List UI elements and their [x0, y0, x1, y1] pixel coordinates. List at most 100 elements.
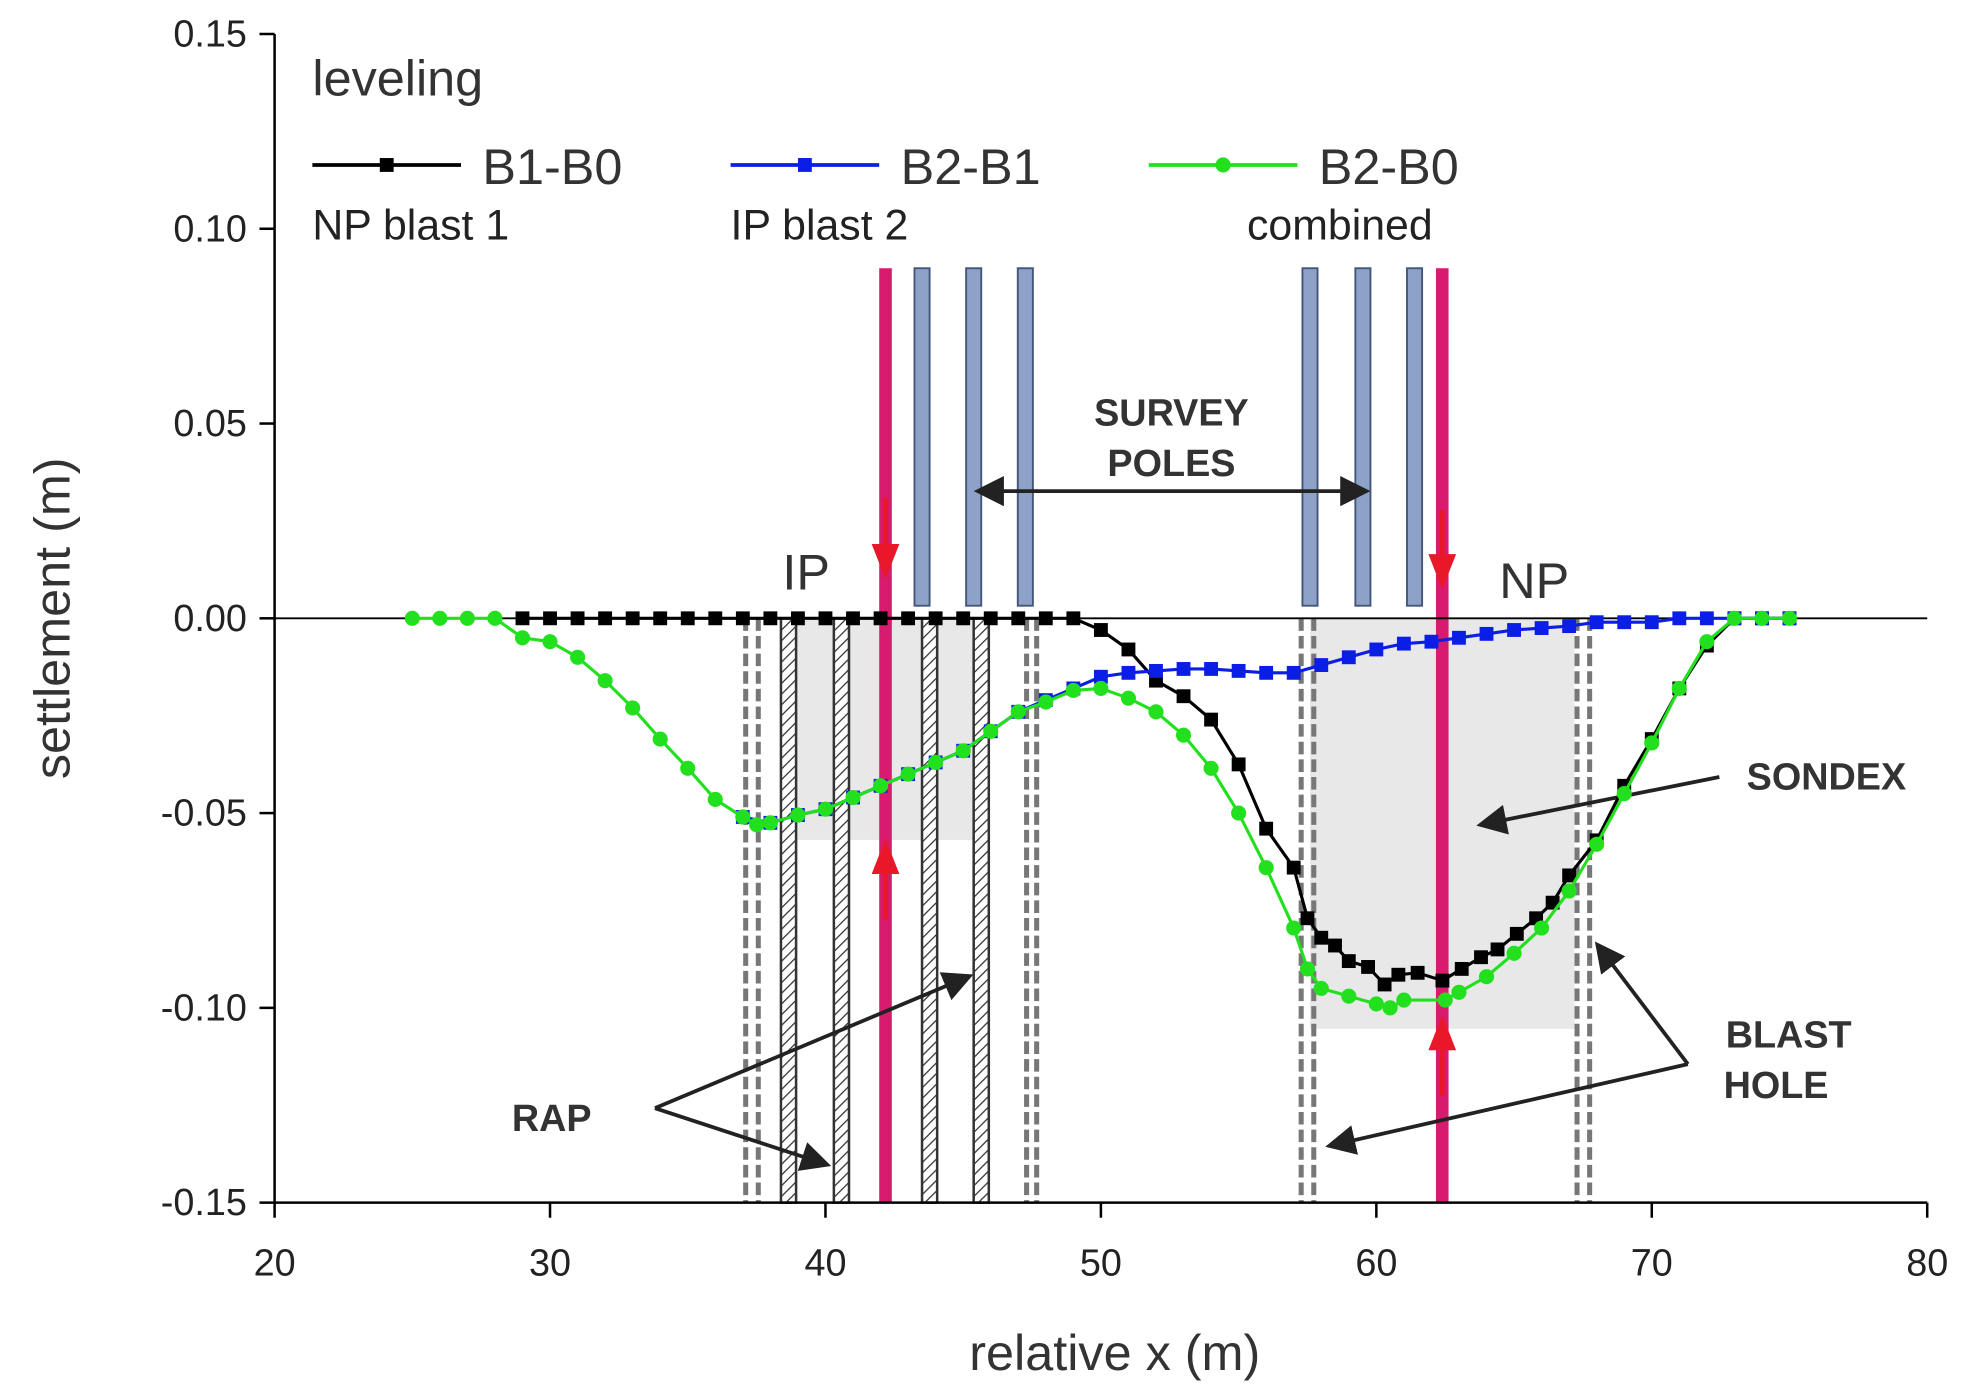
data-point — [1377, 977, 1392, 992]
data-point — [1066, 611, 1081, 626]
data-point — [1616, 786, 1632, 802]
data-point — [1286, 920, 1302, 936]
y-tick-label: 0.10 — [173, 208, 247, 250]
data-point — [487, 610, 503, 626]
data-point — [707, 791, 723, 808]
data-point — [1437, 992, 1453, 1008]
x-tick-label: 40 — [804, 1243, 846, 1285]
data-point — [1065, 682, 1081, 698]
data-point — [955, 743, 971, 759]
data-point — [708, 611, 723, 626]
x-tick-label: 30 — [529, 1243, 571, 1285]
data-point — [1699, 611, 1714, 626]
data-point — [1589, 615, 1604, 630]
data-point — [404, 610, 420, 626]
data-point — [1534, 621, 1549, 635]
data-point — [432, 610, 448, 626]
y-tick-label: -0.10 — [161, 987, 247, 1029]
data-point — [1011, 611, 1026, 626]
data-point — [1672, 611, 1687, 626]
data-point — [1644, 735, 1660, 751]
legend-label: B1-B0 — [482, 138, 622, 195]
data-point — [817, 801, 834, 817]
data-point — [1479, 626, 1494, 641]
legend-marker — [379, 158, 394, 172]
data-point — [570, 611, 585, 626]
data-point — [597, 673, 613, 689]
data-point — [1617, 615, 1632, 630]
data-point — [1314, 930, 1329, 945]
data-point — [735, 611, 750, 626]
data-point — [1204, 662, 1219, 676]
data-point — [680, 611, 695, 626]
data-point — [928, 754, 944, 770]
data-point — [570, 649, 586, 665]
data-point — [1562, 868, 1577, 883]
data-point — [1561, 883, 1577, 899]
y-tick-label: -0.05 — [161, 793, 247, 835]
y-axis-label: settlement (m) — [23, 457, 80, 779]
data-point — [1490, 942, 1505, 957]
data-point — [1726, 610, 1742, 626]
data-point — [1010, 704, 1026, 720]
data-point — [1231, 757, 1246, 772]
data-point — [763, 611, 778, 626]
data-point — [1562, 619, 1577, 634]
data-point — [1038, 611, 1053, 626]
data-point — [762, 815, 778, 831]
data-point — [1644, 615, 1659, 630]
data-point — [1314, 658, 1329, 672]
data-point — [542, 634, 558, 650]
data-point — [1328, 938, 1342, 953]
data-point — [1231, 663, 1246, 678]
data-point — [1038, 694, 1054, 710]
legend-label: B2-B0 — [1319, 138, 1459, 195]
y-tick-label: 0.00 — [173, 598, 247, 640]
y-tick-label: -0.15 — [161, 1182, 247, 1224]
data-point — [1204, 712, 1219, 727]
annotation: NP — [1499, 552, 1569, 609]
data-point — [846, 611, 860, 626]
annotation: HOLE — [1724, 1065, 1829, 1107]
data-point — [1203, 760, 1219, 776]
y-tick-label: 0.05 — [173, 403, 247, 445]
data-point — [1507, 623, 1521, 637]
legend-label: B2-B1 — [901, 138, 1041, 195]
data-point — [983, 723, 999, 739]
annotation: RAP — [512, 1098, 592, 1140]
data-point — [1478, 969, 1495, 985]
data-point — [1396, 636, 1411, 651]
data-point — [1341, 650, 1356, 665]
data-point — [598, 611, 613, 626]
data-point — [625, 700, 641, 716]
data-point — [1509, 926, 1524, 941]
data-point — [1435, 973, 1450, 988]
data-point — [1341, 988, 1357, 1004]
data-point — [872, 778, 889, 794]
data-point — [653, 611, 668, 626]
data-point — [1424, 634, 1439, 649]
annotation: POLES — [1107, 443, 1235, 485]
data-point — [1396, 992, 1412, 1008]
data-point — [1286, 665, 1301, 680]
data-point — [1313, 980, 1329, 996]
data-point — [1175, 727, 1192, 743]
data-point — [680, 760, 696, 776]
data-point — [1093, 680, 1109, 696]
data-point — [1299, 961, 1316, 977]
data-point — [1382, 1000, 1398, 1016]
data-point — [514, 630, 531, 646]
data-point — [1589, 836, 1605, 852]
data-point — [1259, 821, 1274, 836]
data-point — [652, 731, 668, 747]
data-point — [1361, 960, 1376, 974]
x-tick-label: 80 — [1906, 1243, 1948, 1285]
data-point — [1781, 610, 1798, 626]
annotation: SONDEX — [1747, 757, 1907, 799]
data-point — [928, 611, 943, 626]
data-point — [845, 789, 861, 806]
data-point — [901, 611, 916, 626]
data-point — [1754, 610, 1770, 626]
legend-note: IP blast 2 — [731, 201, 909, 249]
